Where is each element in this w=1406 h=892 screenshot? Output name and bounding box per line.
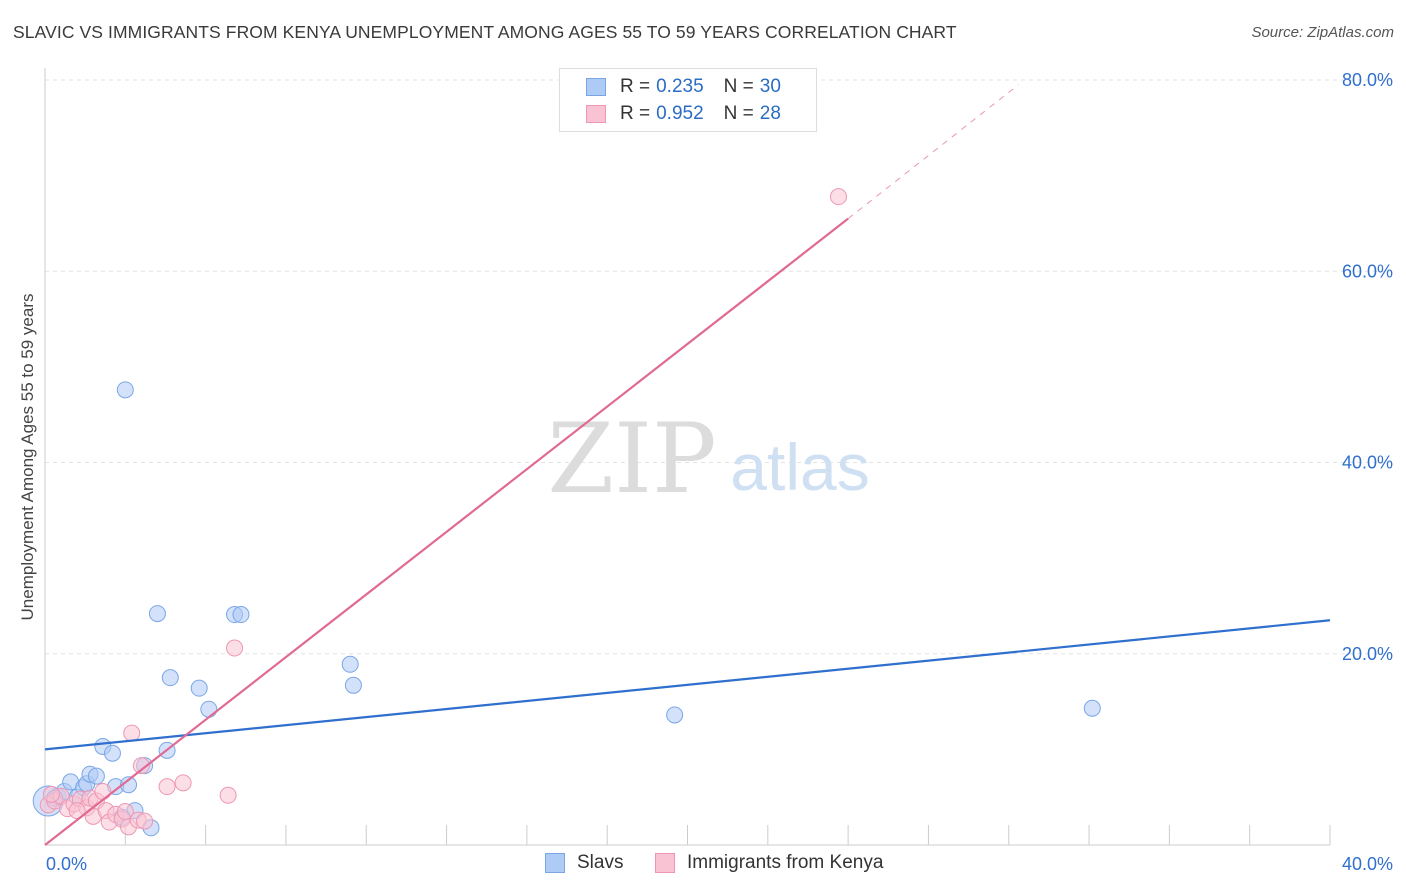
slavs-point-25 [341, 655, 359, 673]
kenya-trend-line [44, 217, 849, 846]
bottom-legend-swatch-kenya [655, 853, 675, 873]
legend-n-label: N = [723, 76, 754, 97]
kenya-point-25 [829, 188, 847, 206]
slavs-point-26 [344, 676, 362, 694]
y-tick-label-1: 60.0% [1342, 261, 1393, 281]
slavs-point-8 [87, 767, 105, 785]
kenya-point-24 [226, 639, 244, 657]
data-points [32, 188, 1101, 837]
slavs-trend-line [44, 619, 1331, 751]
slavs-point-21 [190, 679, 208, 697]
bottom-legend-swatch-slavs [545, 853, 565, 873]
legend-n-label: N = [723, 103, 754, 124]
legend-swatch-kenya [586, 105, 606, 123]
legend-r-label: R = [620, 103, 651, 124]
kenya-point-19 [132, 757, 150, 775]
chart-title: SLAVIC VS IMMIGRANTS FROM KENYA UNEMPLOY… [13, 22, 957, 42]
slavs-point-28 [1083, 699, 1101, 717]
kenya-point-26 [42, 785, 60, 803]
stats-legend: R = 0.235 N = 30 R = 0.952 N = 28 [559, 68, 817, 132]
kenya-point-17 [123, 724, 141, 742]
gridlines [45, 79, 1392, 655]
legend-n-value-slavs: 30 [759, 76, 781, 97]
trend-lines [44, 84, 1331, 846]
kenya-point-23 [219, 786, 237, 804]
kenya-point-20 [136, 812, 154, 830]
y-tick-label-3: 20.0% [1342, 644, 1393, 664]
bottom-legend-label-kenya: Immigrants from Kenya [687, 852, 884, 873]
legend-r-label: R = [620, 76, 651, 97]
watermark: ZIP atlas [547, 403, 869, 515]
slavs-point-10 [103, 744, 121, 762]
slavs-point-18 [148, 605, 166, 623]
bottom-legend-kenya[interactable]: Immigrants from Kenya [655, 852, 883, 874]
legend-row-kenya: R = 0.952 N = 28 [586, 101, 781, 127]
kenya-trend-extension [847, 84, 1019, 220]
tick-labels: 80.0% 60.0% 40.0% 20.0% 0.0% 40.0% [46, 70, 1393, 874]
slavs-point-12 [116, 381, 134, 399]
slavs-point-24 [232, 606, 250, 624]
x-tick-label-1: 40.0% [1342, 854, 1393, 874]
y-tick-label-0: 80.0% [1342, 70, 1393, 90]
x-tick-label-0: 0.0% [46, 854, 87, 874]
slavs-point-22 [200, 700, 218, 718]
y-tick-label-2: 40.0% [1342, 453, 1393, 473]
legend-n-value-kenya: 28 [759, 103, 781, 124]
kenya-point-22 [174, 774, 192, 792]
bottom-legend-label-slavs: Slavs [577, 852, 624, 873]
watermark-zip: ZIP [547, 403, 716, 515]
watermark-atlas: atlas [730, 430, 869, 504]
legend-row-slavs: R = 0.235 N = 30 [586, 74, 781, 100]
legend-r-value-slavs: 0.235 [656, 76, 704, 97]
slavs-point-27 [666, 706, 684, 724]
legend-r-value-kenya: 0.952 [656, 103, 704, 124]
legend-swatch-slavs [586, 78, 606, 96]
source-label: Source: ZipAtlas.com [1251, 24, 1394, 41]
slavs-point-20 [161, 669, 179, 687]
kenya-point-10 [94, 782, 112, 800]
kenya-point-21 [158, 778, 176, 796]
bottom-legend-slavs[interactable]: Slavs [545, 852, 623, 874]
